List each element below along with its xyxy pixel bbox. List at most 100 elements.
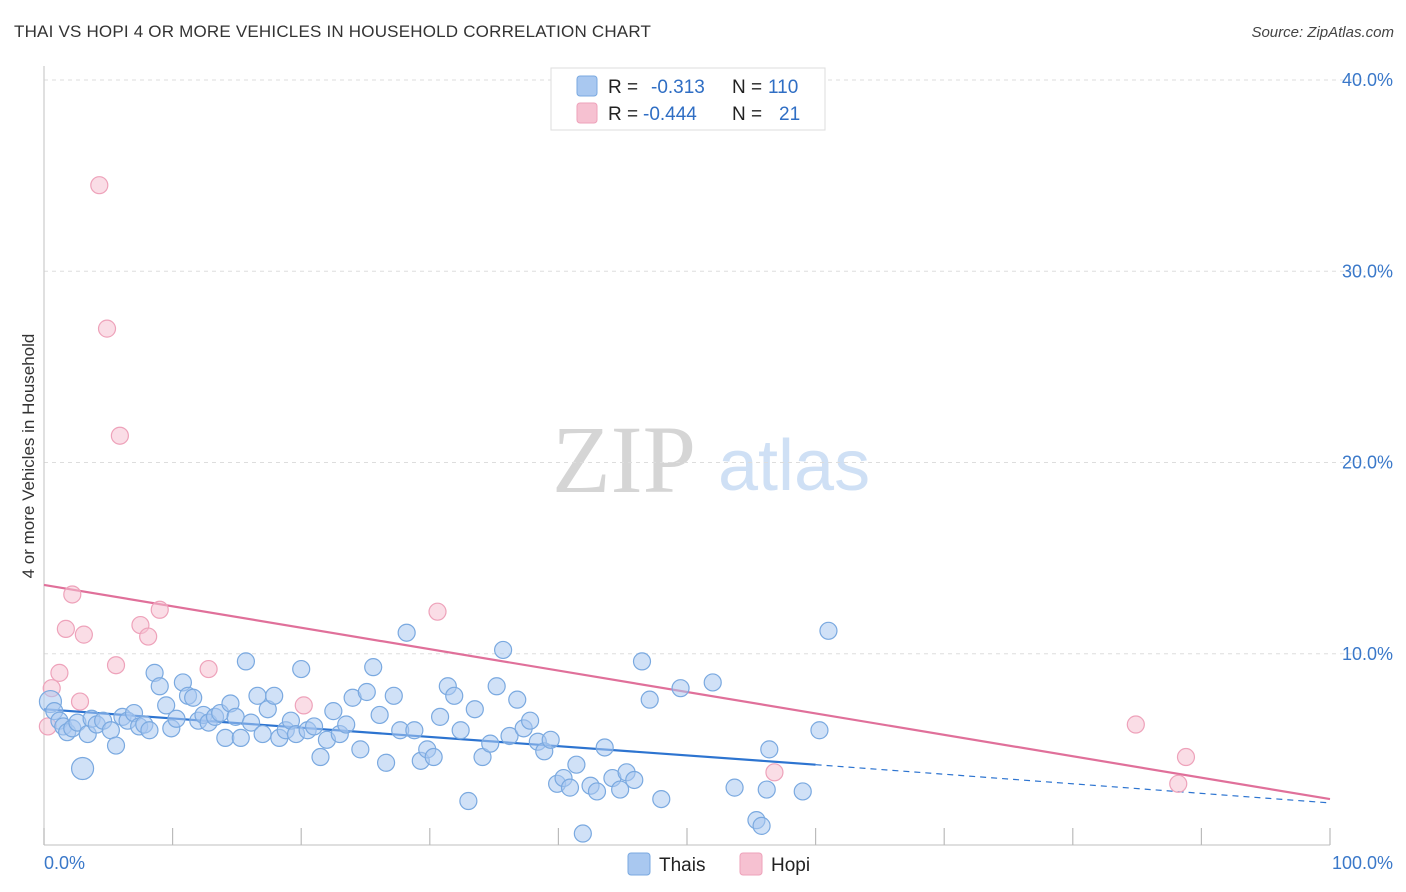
thai-point-97 bbox=[632, 652, 652, 671]
watermark-atlas: atlas bbox=[718, 426, 870, 506]
thai-point-22 bbox=[157, 696, 176, 715]
thai-point-87 bbox=[560, 778, 580, 797]
thai-point-96 bbox=[625, 770, 644, 790]
thai-point-38 bbox=[241, 713, 261, 732]
thai-point-106 bbox=[760, 740, 779, 759]
thai-point-54 bbox=[337, 715, 356, 734]
y-tick-label-1: 20.0% bbox=[1342, 453, 1393, 473]
thai-n-value: 110 bbox=[768, 77, 798, 98]
thai-point-36 bbox=[231, 728, 250, 748]
thai-point-49 bbox=[304, 717, 324, 736]
hopi-point-2 bbox=[50, 663, 69, 682]
thai-r-value: -0.313 bbox=[651, 77, 705, 98]
thai-point-107 bbox=[793, 782, 812, 801]
hopi-point-8 bbox=[97, 319, 117, 338]
thai-point-47 bbox=[292, 659, 311, 679]
hopi-point-14 bbox=[199, 659, 218, 679]
hopi-point-10 bbox=[110, 426, 129, 445]
thai-point-56 bbox=[351, 740, 370, 759]
x-tick-label-0: 0.0% bbox=[44, 853, 85, 873]
thai-point-102 bbox=[725, 778, 744, 797]
thai-point-68 bbox=[430, 707, 450, 726]
thai-r-label: R = bbox=[608, 77, 638, 98]
hopi-point-20 bbox=[1176, 747, 1196, 767]
axes bbox=[43, 66, 1331, 846]
y-tick-label-0: 10.0% bbox=[1342, 644, 1393, 664]
hopi-point-4 bbox=[63, 585, 82, 604]
thai-point-13 bbox=[106, 736, 126, 755]
thai-n-label: N = bbox=[732, 77, 762, 98]
thai-point-7 bbox=[70, 756, 95, 781]
thai-point-21 bbox=[150, 677, 169, 696]
thai-point-105 bbox=[757, 780, 776, 799]
thai-point-37 bbox=[236, 652, 256, 671]
thai-point-94 bbox=[611, 780, 630, 799]
hopi-point-19 bbox=[1169, 774, 1188, 793]
hopi-points bbox=[38, 176, 1196, 793]
series-legend: Thais Hopi bbox=[627, 852, 810, 876]
y-axis-label: 4 or more Vehicles in Household bbox=[19, 334, 38, 579]
thai-point-70 bbox=[445, 686, 464, 705]
stats-legend: R = -0.313 N = 110 R = -0.444 N = 21 bbox=[550, 67, 826, 131]
y-tick-label-3: 40.0% bbox=[1342, 70, 1393, 90]
x-tick-label-1: 100.0% bbox=[1332, 853, 1393, 873]
thai-point-104 bbox=[752, 816, 771, 835]
hopi-point-3 bbox=[56, 619, 75, 638]
thai-point-52 bbox=[324, 702, 343, 721]
thai-point-33 bbox=[216, 728, 235, 748]
hopi-r-value: -0.444 bbox=[643, 104, 697, 125]
hopi-legend-label: Hopi bbox=[771, 855, 810, 876]
hopi-n-label: N = bbox=[732, 104, 762, 125]
thai-point-79 bbox=[508, 690, 527, 709]
thai-point-60 bbox=[376, 753, 396, 772]
thai-point-57 bbox=[357, 682, 376, 702]
thai-point-108 bbox=[810, 721, 829, 740]
thai-point-100 bbox=[671, 679, 690, 698]
thais-legend-label: Thais bbox=[659, 855, 705, 876]
thai-point-98 bbox=[640, 690, 659, 709]
hopi-n-value: 21 bbox=[779, 104, 800, 125]
thai-point-72 bbox=[459, 791, 478, 811]
thai-point-92 bbox=[595, 738, 614, 757]
x-tick-labels: 0.0% 100.0% bbox=[44, 853, 1393, 873]
chart-title: THAI VS HOPI 4 OR MORE VEHICLES IN HOUSE… bbox=[14, 22, 652, 41]
thai-point-91 bbox=[587, 782, 607, 801]
hopi-point-7 bbox=[90, 176, 109, 195]
thai-point-12 bbox=[101, 721, 120, 740]
thai-point-89 bbox=[573, 824, 592, 843]
thai-point-58 bbox=[364, 658, 383, 677]
thai-point-77 bbox=[494, 640, 513, 660]
thai-point-64 bbox=[405, 721, 424, 740]
thai-point-40 bbox=[253, 724, 272, 744]
thais-legend-swatch bbox=[627, 852, 651, 876]
thai-point-19 bbox=[140, 721, 159, 740]
hopi-point-5 bbox=[70, 692, 90, 711]
thai-points bbox=[38, 621, 838, 843]
thai-point-74 bbox=[473, 747, 492, 767]
hopi-point-15 bbox=[294, 696, 313, 715]
hopi-point-12 bbox=[139, 627, 158, 646]
thai-point-42 bbox=[265, 686, 284, 705]
hopi-point-16 bbox=[428, 602, 447, 621]
thai-legend-swatch bbox=[576, 75, 598, 97]
thai-point-99 bbox=[652, 789, 671, 809]
source-label: Source: ZipAtlas.com bbox=[1251, 24, 1394, 41]
thai-point-78 bbox=[500, 726, 519, 746]
hopi-point-18 bbox=[1126, 715, 1145, 734]
thai-point-84 bbox=[541, 730, 560, 749]
y-tick-labels: 10.0% 20.0% 30.0% 40.0% bbox=[1342, 70, 1393, 664]
thai-point-73 bbox=[465, 700, 484, 719]
thai-point-88 bbox=[567, 755, 586, 774]
y-tick-label-2: 30.0% bbox=[1342, 261, 1393, 281]
hopi-legend-swatch-bottom bbox=[739, 852, 763, 876]
thai-point-35 bbox=[226, 707, 245, 726]
thai-point-71 bbox=[451, 721, 470, 740]
gridlines bbox=[44, 79, 1365, 655]
thai-point-101 bbox=[703, 673, 722, 692]
thai-point-81 bbox=[521, 711, 540, 730]
hopi-legend-swatch bbox=[576, 102, 598, 124]
thai-point-27 bbox=[184, 688, 203, 707]
watermark-zip: ZIP bbox=[552, 406, 696, 513]
thai-point-24 bbox=[167, 709, 186, 728]
hopi-r-label: R = bbox=[608, 104, 638, 125]
